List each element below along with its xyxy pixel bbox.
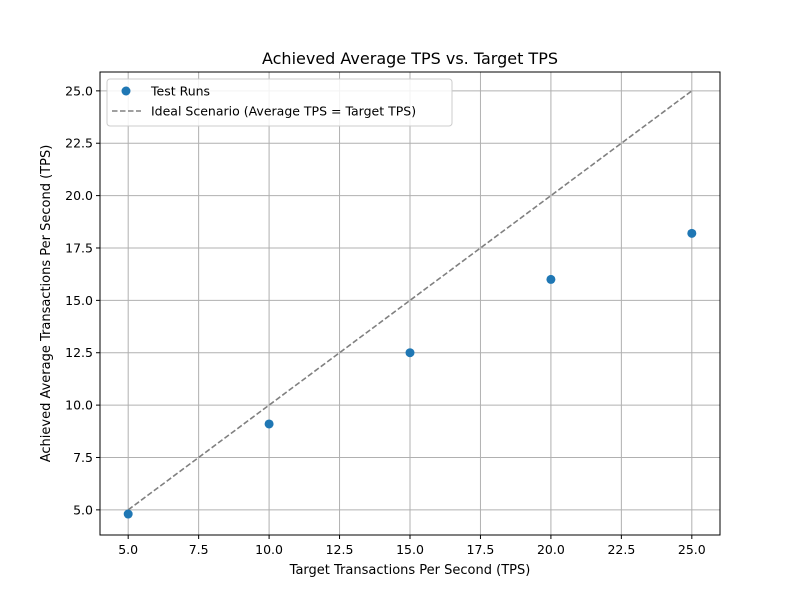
y-axis-title: Achieved Average Transactions Per Second…	[39, 145, 54, 463]
y-tick-label: 22.5	[65, 136, 93, 151]
y-tick-label: 10.0	[65, 398, 93, 413]
chart-title: Achieved Average TPS vs. Target TPS	[262, 49, 558, 68]
legend: Test Runs Ideal Scenario (Average TPS = …	[106, 78, 453, 127]
data-point	[264, 419, 274, 429]
x-tick-label: 5.0	[118, 542, 138, 557]
ideal-line	[127, 90, 693, 511]
x-axis-title: Target Transactions Per Second (TPS)	[289, 563, 531, 578]
legend-marker-test-runs	[121, 86, 131, 96]
legend-label-test-runs: Test Runs	[150, 84, 210, 99]
x-tick-label: 15.0	[396, 542, 424, 557]
grid	[100, 72, 720, 535]
legend-label-ideal: Ideal Scenario (Average TPS = Target TPS…	[151, 104, 416, 119]
y-tick-label: 20.0	[65, 188, 93, 203]
x-tick-label: 20.0	[537, 542, 565, 557]
x-tick-label: 17.5	[467, 542, 495, 557]
y-tick-label: 12.5	[65, 345, 93, 360]
y-tick-label: 15.0	[65, 293, 93, 308]
x-tick-label: 7.5	[189, 542, 209, 557]
x-tick-label: 10.0	[255, 542, 283, 557]
x-tick-label: 22.5	[607, 542, 635, 557]
legend-box	[106, 78, 453, 127]
x-tick-label: 25.0	[678, 542, 706, 557]
y-tick-label: 5.0	[73, 502, 93, 517]
data-point	[546, 274, 556, 284]
y-tick-label: 17.5	[65, 240, 93, 255]
data-point	[123, 509, 133, 519]
data-point	[687, 228, 697, 238]
x-tick-label: 12.5	[326, 542, 354, 557]
plot-series	[123, 90, 697, 519]
y-tick-label: 25.0	[65, 83, 93, 98]
axis-ticks: 5.0 7.5 10.0 12.5 15.0 17.5 20.0 22.5 25.0 5.0 7.5…	[65, 83, 706, 557]
y-tick-label: 7.5	[73, 450, 93, 465]
data-point	[405, 348, 415, 358]
